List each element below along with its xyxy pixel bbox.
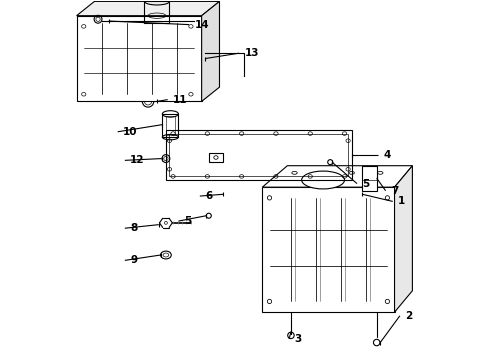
Ellipse shape (301, 171, 344, 189)
Text: 10: 10 (123, 127, 137, 137)
Bar (144, 1, 169, 23)
Text: 7: 7 (390, 186, 398, 196)
Text: 5: 5 (362, 179, 369, 189)
Text: 12: 12 (130, 156, 144, 165)
Polygon shape (262, 187, 394, 312)
Text: 11: 11 (173, 95, 187, 105)
Polygon shape (394, 166, 411, 312)
Text: 13: 13 (244, 48, 259, 58)
Text: 14: 14 (194, 19, 209, 30)
Bar (162, 114, 178, 137)
Polygon shape (77, 16, 201, 102)
Polygon shape (201, 1, 219, 102)
Text: 3: 3 (294, 334, 301, 344)
Text: 5: 5 (183, 216, 191, 226)
Text: 4: 4 (383, 150, 390, 160)
Text: 8: 8 (130, 223, 137, 233)
Bar (165, 116, 175, 135)
Text: 6: 6 (205, 191, 212, 201)
Text: 9: 9 (130, 255, 137, 265)
Text: 2: 2 (405, 311, 412, 321)
Polygon shape (262, 166, 411, 187)
Text: 1: 1 (397, 197, 405, 206)
Polygon shape (362, 166, 376, 191)
Bar (208, 153, 223, 162)
Polygon shape (77, 1, 219, 16)
